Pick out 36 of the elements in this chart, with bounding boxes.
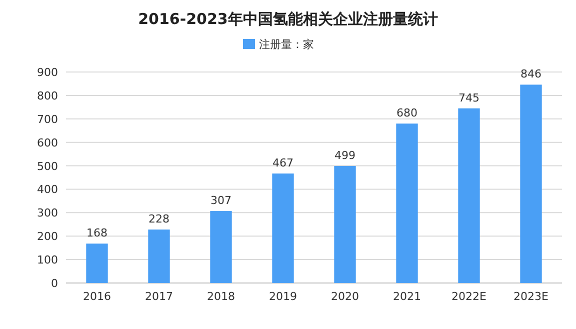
bar — [148, 230, 170, 283]
data-label: 467 — [272, 156, 294, 170]
x-tick-label: 2019 — [269, 290, 297, 303]
x-tick-label: 2022E — [452, 290, 487, 303]
y-tick-label: 900 — [37, 66, 58, 79]
data-label: 228 — [148, 212, 170, 226]
data-label: 846 — [520, 68, 542, 81]
y-tick-label: 400 — [37, 183, 58, 196]
y-tick-label: 100 — [37, 254, 58, 267]
x-tick-label: 2021 — [393, 290, 421, 303]
data-label: 680 — [396, 106, 418, 120]
bar — [458, 108, 480, 283]
y-tick-label: 700 — [37, 112, 58, 126]
x-tick-label: 2018 — [207, 290, 235, 303]
y-tick-label: 0 — [51, 277, 58, 290]
y-tick-label: 800 — [37, 89, 58, 102]
y-tick-label: 600 — [37, 136, 58, 150]
bar — [520, 84, 542, 283]
data-label: 499 — [334, 149, 356, 162]
bar — [86, 244, 108, 283]
bar — [272, 174, 294, 283]
data-label: 168 — [86, 226, 108, 240]
chart-title: 2016-2023年中国氢能相关企业注册量统计 — [138, 10, 438, 28]
y-tick-label: 300 — [37, 206, 58, 220]
x-tick-label: 2020 — [331, 290, 359, 303]
data-label: 745 — [458, 91, 480, 104]
bar — [210, 211, 232, 283]
bar — [334, 166, 356, 283]
x-tick-label: 2017 — [145, 290, 173, 303]
data-label: 307 — [210, 194, 232, 208]
bar — [396, 124, 418, 283]
y-tick-label: 500 — [37, 160, 58, 173]
x-tick-label: 2023E — [514, 290, 549, 303]
x-tick-label: 2016 — [83, 290, 111, 303]
legend-label: 注册量：家 — [259, 38, 314, 51]
y-tick-label: 200 — [37, 230, 58, 244]
